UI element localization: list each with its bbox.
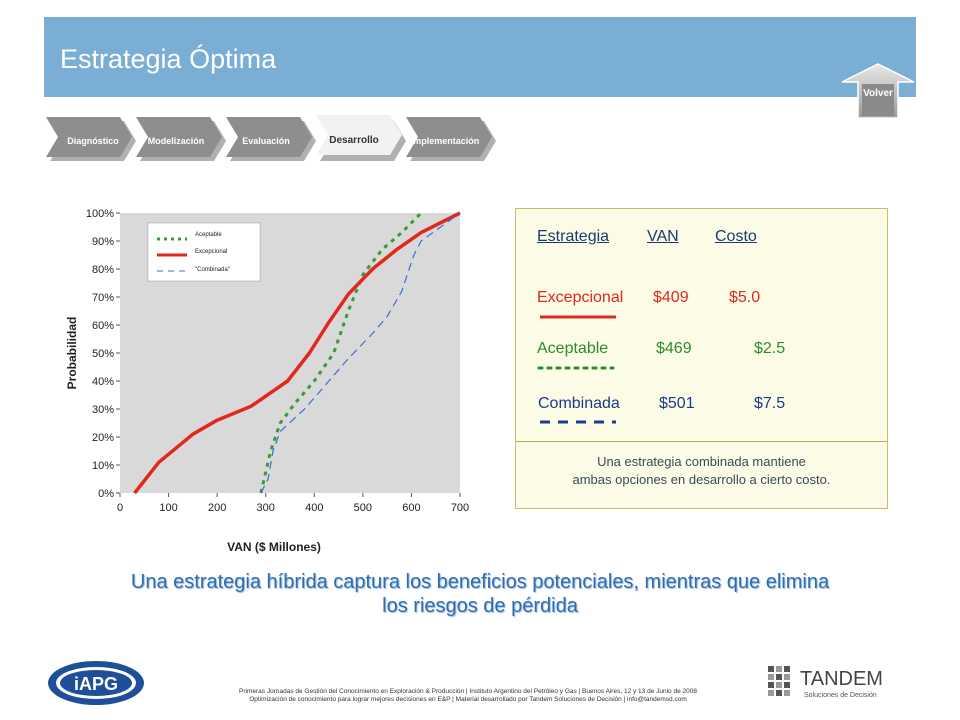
legend-label-excepcional: Excepcional <box>195 249 227 255</box>
chart-svg: 0% 10% 20% 30% 40% 50% 60% 70% 80% 90% 100% 0 100 20… <box>65 208 469 554</box>
x-tick-label: 200 <box>208 502 226 514</box>
row-combinada-name: Combinada <box>538 395 620 412</box>
footer-line-1: Primeras Jornadas de Gestión del Conocim… <box>239 688 697 695</box>
page-title: Estrategia Óptima <box>60 44 277 74</box>
tab-desarrollo[interactable] <box>316 115 406 161</box>
headline-line-2: los riesgos de pérdida <box>382 595 578 617</box>
footer-line-2: Optimización de conocimiento para lograr… <box>249 696 687 703</box>
tandem-grid-icon <box>768 666 790 696</box>
tab-implementacion-label: Implementación <box>410 136 480 146</box>
iapg-logo: iAPG <box>44 658 148 708</box>
x-tick-label: 400 <box>305 502 323 514</box>
y-tick-label: 60% <box>92 320 114 332</box>
y-tick-label: 80% <box>92 264 114 276</box>
x-tick-label: 700 <box>451 502 469 514</box>
y-tick-label: 50% <box>92 348 114 360</box>
y-tick-label: 20% <box>92 432 114 444</box>
y-tick-label: 100% <box>86 208 114 220</box>
headline-line-1: Una estrategia híbrida captura los benef… <box>130 571 830 593</box>
x-tick-label: 500 <box>354 502 372 514</box>
tab-evaluacion-label: Evaluación <box>242 136 290 146</box>
tandem-tagline: Soluciones de Decisión <box>804 692 877 699</box>
up-arrow-icon <box>841 63 915 119</box>
legend-label-combinada: "Combinada" <box>195 267 230 273</box>
row-excepcional-van: $409 <box>653 289 689 306</box>
panel-note-line-1: Una estrategia combinada mantiene <box>597 454 806 469</box>
tab-diagnostico-label: Diagnóstico <box>67 136 119 146</box>
legend-label-aceptable: Aceptable <box>195 232 222 238</box>
process-steps: Diagnóstico Modelización Evaluación Desa… <box>44 115 504 169</box>
series-line-2 <box>260 212 461 494</box>
panel-note-line-2: ambas opciones en desarrollo a cierto co… <box>572 472 831 487</box>
tandem-name: TANDEM <box>800 668 883 690</box>
x-tick-label: 0 <box>117 502 123 514</box>
tab-evaluacion[interactable] <box>226 117 316 161</box>
header-bar <box>44 17 916 97</box>
tandem-logo: TANDEM Soluciones de Decisión <box>766 662 918 702</box>
series-line-1 <box>133 211 461 495</box>
x-tick-label: 100 <box>159 502 177 514</box>
row-excepcional-costo: $5.0 <box>729 289 761 306</box>
y-tick-label: 30% <box>92 404 114 416</box>
row-combinada-costo: $7.5 <box>754 395 786 412</box>
x-tick-label: 600 <box>402 502 420 514</box>
row-aceptable-line <box>537 366 615 370</box>
tab-modelizacion[interactable] <box>136 117 226 161</box>
x-axis-label: VAN ($ Millones) <box>227 540 321 554</box>
header-estrategia: Estrategia <box>537 228 610 245</box>
panel-note: Una estrategia combinada mantiene ambas … <box>516 453 887 489</box>
row-aceptable-name: Aceptable <box>537 340 609 357</box>
y-tick-label: 90% <box>92 236 114 248</box>
y-tick-label: 70% <box>92 292 114 304</box>
row-combinada-van: $501 <box>659 395 695 412</box>
tab-modelizacion-label: Modelización <box>147 136 205 146</box>
header-costo: Costo <box>715 228 757 245</box>
header-van: VAN <box>647 228 679 245</box>
y-axis-label: Probabilidad <box>65 317 79 390</box>
y-tick-label: 10% <box>92 460 114 472</box>
cdf-chart: 0% 10% 20% 30% 40% 50% 60% 70% 80% 90% 100% 0 100 20… <box>40 195 480 565</box>
tab-desarrollo-label: Desarrollo <box>329 135 379 146</box>
row-excepcional-name: Excepcional <box>537 289 624 306</box>
y-tick-label: 0% <box>98 488 114 500</box>
row-combinada-line <box>540 420 616 424</box>
panel-divider <box>516 441 887 442</box>
headline: Una estrategia híbrida captura los benef… <box>40 570 920 618</box>
tab-implementacion[interactable] <box>406 117 496 161</box>
footer-text: Primeras Jornadas de Gestión del Conocim… <box>168 688 768 704</box>
iapg-logo-text: iAPG <box>74 674 118 694</box>
back-button-label: Volver <box>863 88 893 99</box>
row-aceptable-van: $469 <box>656 340 692 357</box>
tab-diagnostico[interactable] <box>46 117 136 161</box>
row-aceptable-costo: $2.5 <box>754 340 786 357</box>
x-tick-label: 300 <box>257 502 275 514</box>
row-excepcional-line <box>540 315 616 319</box>
back-button[interactable]: Volver <box>840 62 916 120</box>
strategy-comparison-panel: Estrategia VAN Costo Excepcional $409 $5… <box>515 208 888 509</box>
y-tick-label: 40% <box>92 376 114 388</box>
legend: Aceptable Excepcional "Combinada" <box>147 222 261 282</box>
